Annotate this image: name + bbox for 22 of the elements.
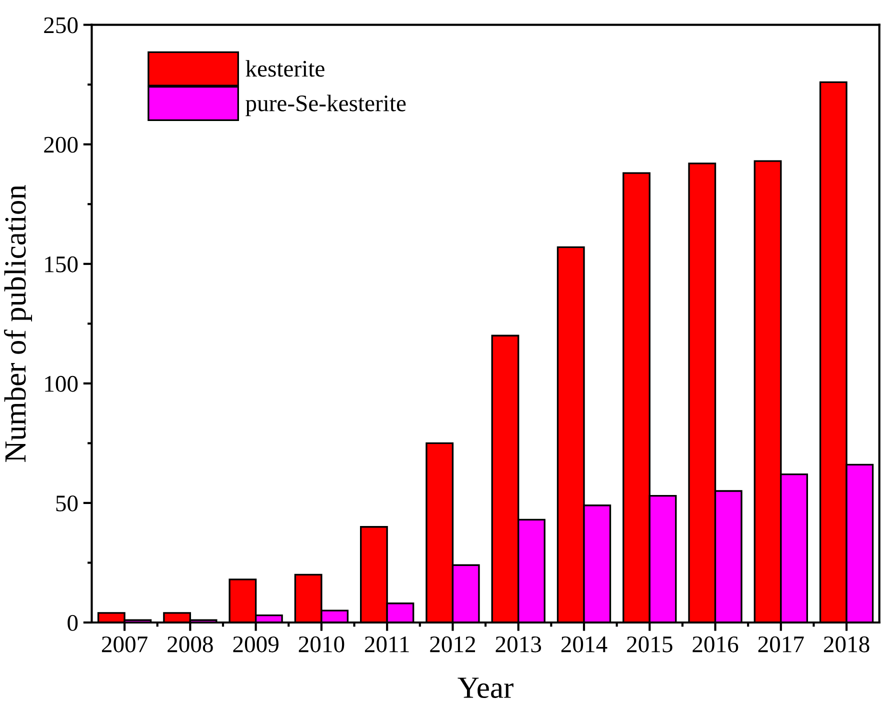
x-tick-label: 2017 — [758, 636, 804, 652]
x-tick-label: 2009 — [233, 636, 278, 652]
y-tick-label: 50 — [56, 495, 78, 512]
x-tick-label: 2012 — [430, 636, 476, 652]
x-tick-label: 2015 — [627, 636, 672, 652]
x-tick-label: 2008 — [168, 636, 213, 652]
y-tick-label: 150 — [45, 256, 78, 272]
y-tick-label: 250 — [44, 17, 78, 34]
legend-label: kesterite — [246, 60, 324, 77]
x-tick-label: 2016 — [692, 636, 738, 652]
y-tick-label: 100 — [45, 376, 78, 392]
x-axis-title: Year — [458, 678, 514, 698]
y-tick-label: 0 — [68, 614, 78, 631]
legend-label: pure-Se-kesterite — [246, 94, 406, 116]
x-tick-label: 2010 — [298, 636, 344, 652]
x-tick-label: 2007 — [102, 636, 148, 652]
x-tick-label: 2018 — [824, 636, 870, 652]
x-tick-label: 2011 — [364, 636, 409, 652]
y-axis-title: Number of publication — [4, 184, 32, 462]
y-tick-label: 200 — [44, 136, 78, 153]
x-tick-label: 2014 — [561, 636, 608, 652]
x-tick-label: 2013 — [496, 636, 542, 652]
